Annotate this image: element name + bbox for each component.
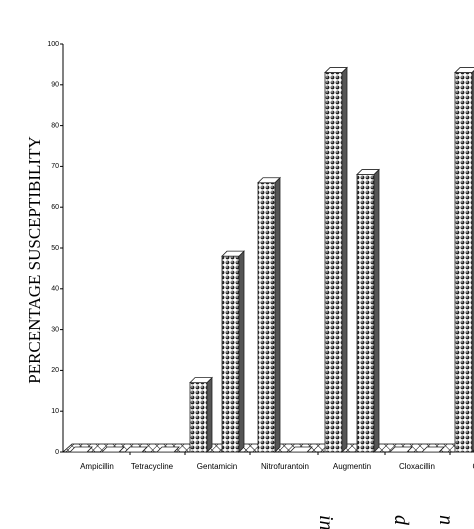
y-tick-label: 100: [47, 41, 59, 48]
bar: [454, 67, 474, 453]
y-tick-label: 80: [51, 122, 59, 129]
x-tick-label: Tetracycline: [131, 462, 174, 471]
bar: [324, 66, 348, 453]
annotation: n: [435, 515, 457, 525]
bar: [356, 168, 380, 453]
x-tick-label: Gentamicin: [197, 462, 237, 471]
y-tick-label: 50: [51, 245, 59, 252]
annotation: in: [315, 515, 337, 529]
y-tick-label: 90: [51, 82, 59, 89]
bar: [421, 446, 445, 453]
x-tick-label: Ampicillin: [80, 462, 114, 471]
y-tick-label: 40: [51, 286, 59, 293]
bar: [389, 446, 413, 453]
y-tick-label: 60: [51, 204, 59, 211]
bar: [289, 446, 313, 453]
y-tick-label: 10: [51, 408, 59, 415]
x-tick-label: Chlor: [472, 462, 474, 471]
x-tick-label: Nitrofurantoin: [261, 462, 309, 471]
y-tick-label: 0: [55, 449, 59, 456]
bar: [221, 250, 245, 453]
bar: [156, 446, 180, 453]
bar: [189, 376, 213, 453]
y-tick-label: 70: [51, 163, 59, 170]
bar: [101, 446, 125, 453]
y-tick-label: 30: [51, 326, 59, 333]
x-tick-label: Augmentin: [333, 462, 371, 471]
bar: [124, 446, 148, 453]
bar: [69, 446, 93, 453]
y-tick-label: 20: [51, 367, 59, 374]
bar: [257, 176, 281, 453]
x-tick-label: Cloxacillin: [399, 462, 435, 471]
y-axis-label: PERCENTAGE SUSCEPTIBILITY: [25, 136, 44, 384]
annotation: d: [390, 515, 412, 526]
